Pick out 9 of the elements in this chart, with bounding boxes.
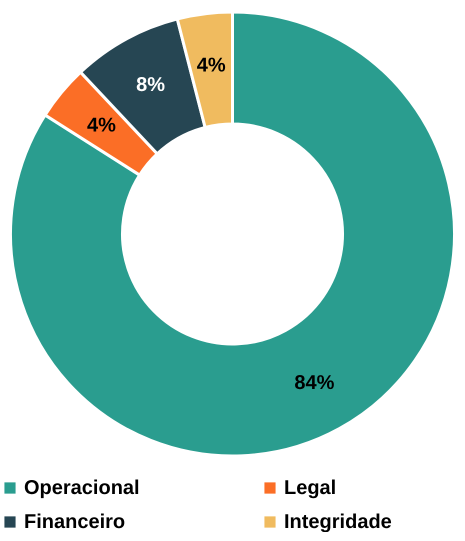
data-label: 4% bbox=[87, 114, 116, 137]
data-label: 4% bbox=[196, 54, 226, 76]
data-label: 84% bbox=[294, 372, 335, 394]
legend-label: Financeiro bbox=[24, 511, 126, 533]
data-label: 8% bbox=[136, 74, 166, 96]
legend-label: Legal bbox=[284, 477, 336, 499]
legend-label: Integridade bbox=[284, 511, 392, 533]
legend-label: Operacional bbox=[24, 477, 140, 499]
donut-slice bbox=[9, 10, 456, 458]
